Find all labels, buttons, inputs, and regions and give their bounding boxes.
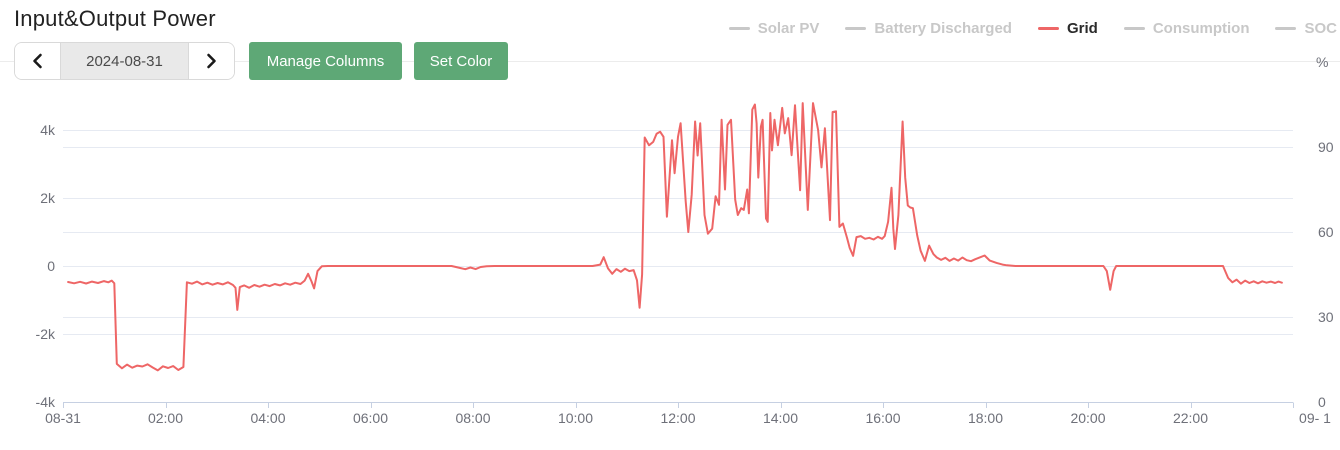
svg-text:2k: 2k xyxy=(40,190,56,206)
svg-text:0: 0 xyxy=(47,258,55,274)
svg-text:04:00: 04:00 xyxy=(250,410,285,426)
svg-text:4k: 4k xyxy=(40,122,56,138)
set-color-button[interactable]: Set Color xyxy=(414,42,508,80)
legend-item-consumption[interactable]: Consumption xyxy=(1123,20,1250,37)
legend-label: Solar PV xyxy=(757,20,820,37)
manage-columns-button[interactable]: Manage Columns xyxy=(249,42,402,80)
legend-marker-icon xyxy=(845,27,867,30)
legend-marker-icon xyxy=(1275,27,1297,30)
svg-text:30: 30 xyxy=(1318,309,1334,325)
prev-date-button[interactable] xyxy=(15,43,60,79)
svg-text:14:00: 14:00 xyxy=(763,410,798,426)
svg-text:-2k: -2k xyxy=(36,326,56,342)
legend-marker-icon xyxy=(1037,27,1059,30)
next-date-button[interactable] xyxy=(189,43,234,79)
svg-text:20:00: 20:00 xyxy=(1070,410,1105,426)
svg-text:02:00: 02:00 xyxy=(148,410,183,426)
legend-label: Grid xyxy=(1066,20,1098,37)
chevron-right-icon xyxy=(207,53,216,69)
legend-item-battery-discharged[interactable]: Battery Discharged xyxy=(845,21,1012,36)
date-display[interactable]: 2024-08-31 xyxy=(60,43,189,79)
legend-marker-icon xyxy=(728,27,750,30)
svg-text:22:00: 22:00 xyxy=(1173,410,1208,426)
page-title: Input&Output Power xyxy=(14,6,216,31)
svg-text:08-31: 08-31 xyxy=(45,410,81,426)
date-navigator: 2024-08-31 xyxy=(14,42,235,80)
svg-text:0: 0 xyxy=(1318,394,1326,410)
svg-text:06:00: 06:00 xyxy=(353,410,388,426)
chevron-left-icon xyxy=(33,53,42,69)
svg-text:16:00: 16:00 xyxy=(865,410,900,426)
svg-text:%: % xyxy=(1316,54,1328,70)
svg-text:-4k: -4k xyxy=(36,394,56,410)
legend-item-grid[interactable]: Grid xyxy=(1037,20,1098,37)
legend-item-soc[interactable]: SOC xyxy=(1275,21,1337,36)
legend-item-solar-pv[interactable]: Solar PV xyxy=(728,20,820,37)
chart-legend: Solar PV Battery Discharged Grid Consump… xyxy=(728,20,1337,37)
legend-label: Battery Discharged xyxy=(874,20,1012,37)
legend-label: Consumption xyxy=(1152,20,1250,37)
legend-marker-icon xyxy=(1123,27,1145,30)
svg-text:12:00: 12:00 xyxy=(660,410,695,426)
svg-text:10:00: 10:00 xyxy=(558,410,593,426)
svg-text:90: 90 xyxy=(1318,139,1334,155)
svg-text:08:00: 08:00 xyxy=(455,410,490,426)
svg-text:18:00: 18:00 xyxy=(968,410,1003,426)
svg-text:60: 60 xyxy=(1318,224,1334,240)
legend-label: SOC xyxy=(1304,20,1337,37)
svg-text:09- 1: 09- 1 xyxy=(1299,410,1331,426)
